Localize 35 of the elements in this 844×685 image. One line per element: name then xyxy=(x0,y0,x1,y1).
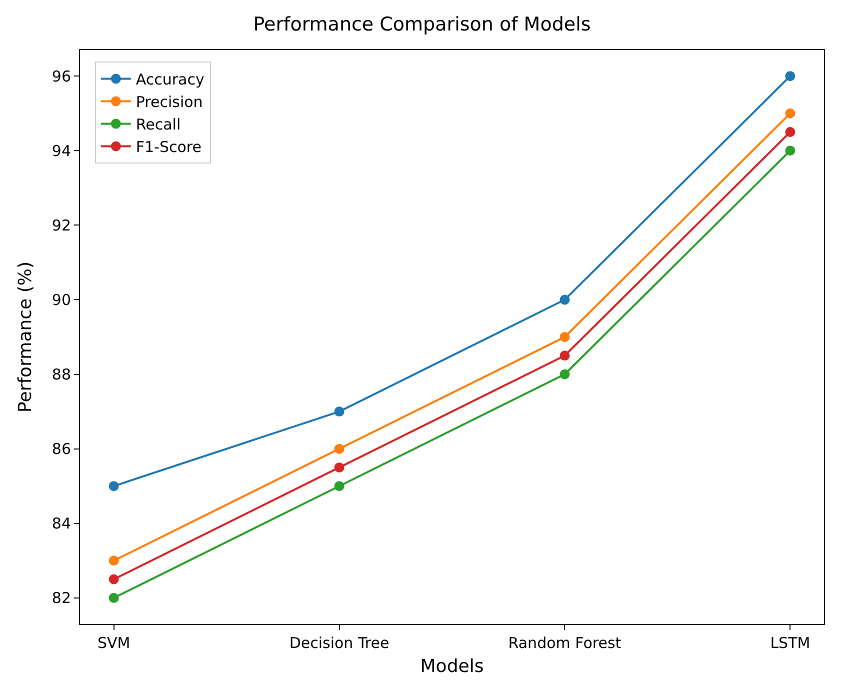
point xyxy=(334,481,344,492)
point xyxy=(785,127,796,137)
y-tick-label: 90 xyxy=(52,290,71,309)
point xyxy=(560,332,570,342)
legend-label: Precision xyxy=(136,93,203,112)
x-tick-label: LSTM xyxy=(770,634,810,652)
point xyxy=(108,574,119,584)
legend-label: Recall xyxy=(136,116,181,134)
y-tick-label: 84 xyxy=(52,514,71,533)
point xyxy=(108,481,119,492)
point xyxy=(334,462,344,472)
y-tick-label: 82 xyxy=(52,589,71,608)
y-tick-label: 94 xyxy=(52,142,71,160)
x-tick-label: SVM xyxy=(97,634,130,652)
y-tick-label: 88 xyxy=(52,366,71,384)
x-axis-title: Models xyxy=(420,656,484,678)
point xyxy=(560,294,570,305)
y-tick-label: 86 xyxy=(52,440,71,458)
point xyxy=(334,444,344,454)
y-tick-label: 92 xyxy=(52,216,71,234)
chart-title: Performance Comparison of Models xyxy=(253,13,591,36)
point xyxy=(785,108,796,118)
y-tick-label: 96 xyxy=(52,67,71,86)
x-tick-label: Random Forest xyxy=(508,634,622,652)
legend-label: F1-Score xyxy=(136,138,202,156)
point xyxy=(785,71,796,82)
legend-label: Accuracy xyxy=(136,70,204,89)
point xyxy=(108,556,119,566)
point xyxy=(560,350,570,361)
point xyxy=(785,146,796,156)
x-tick-label: Decision Tree xyxy=(289,634,390,652)
y-axis-title: Performance (%) xyxy=(15,262,36,412)
point xyxy=(334,406,344,417)
point xyxy=(108,592,119,603)
point xyxy=(560,369,570,380)
